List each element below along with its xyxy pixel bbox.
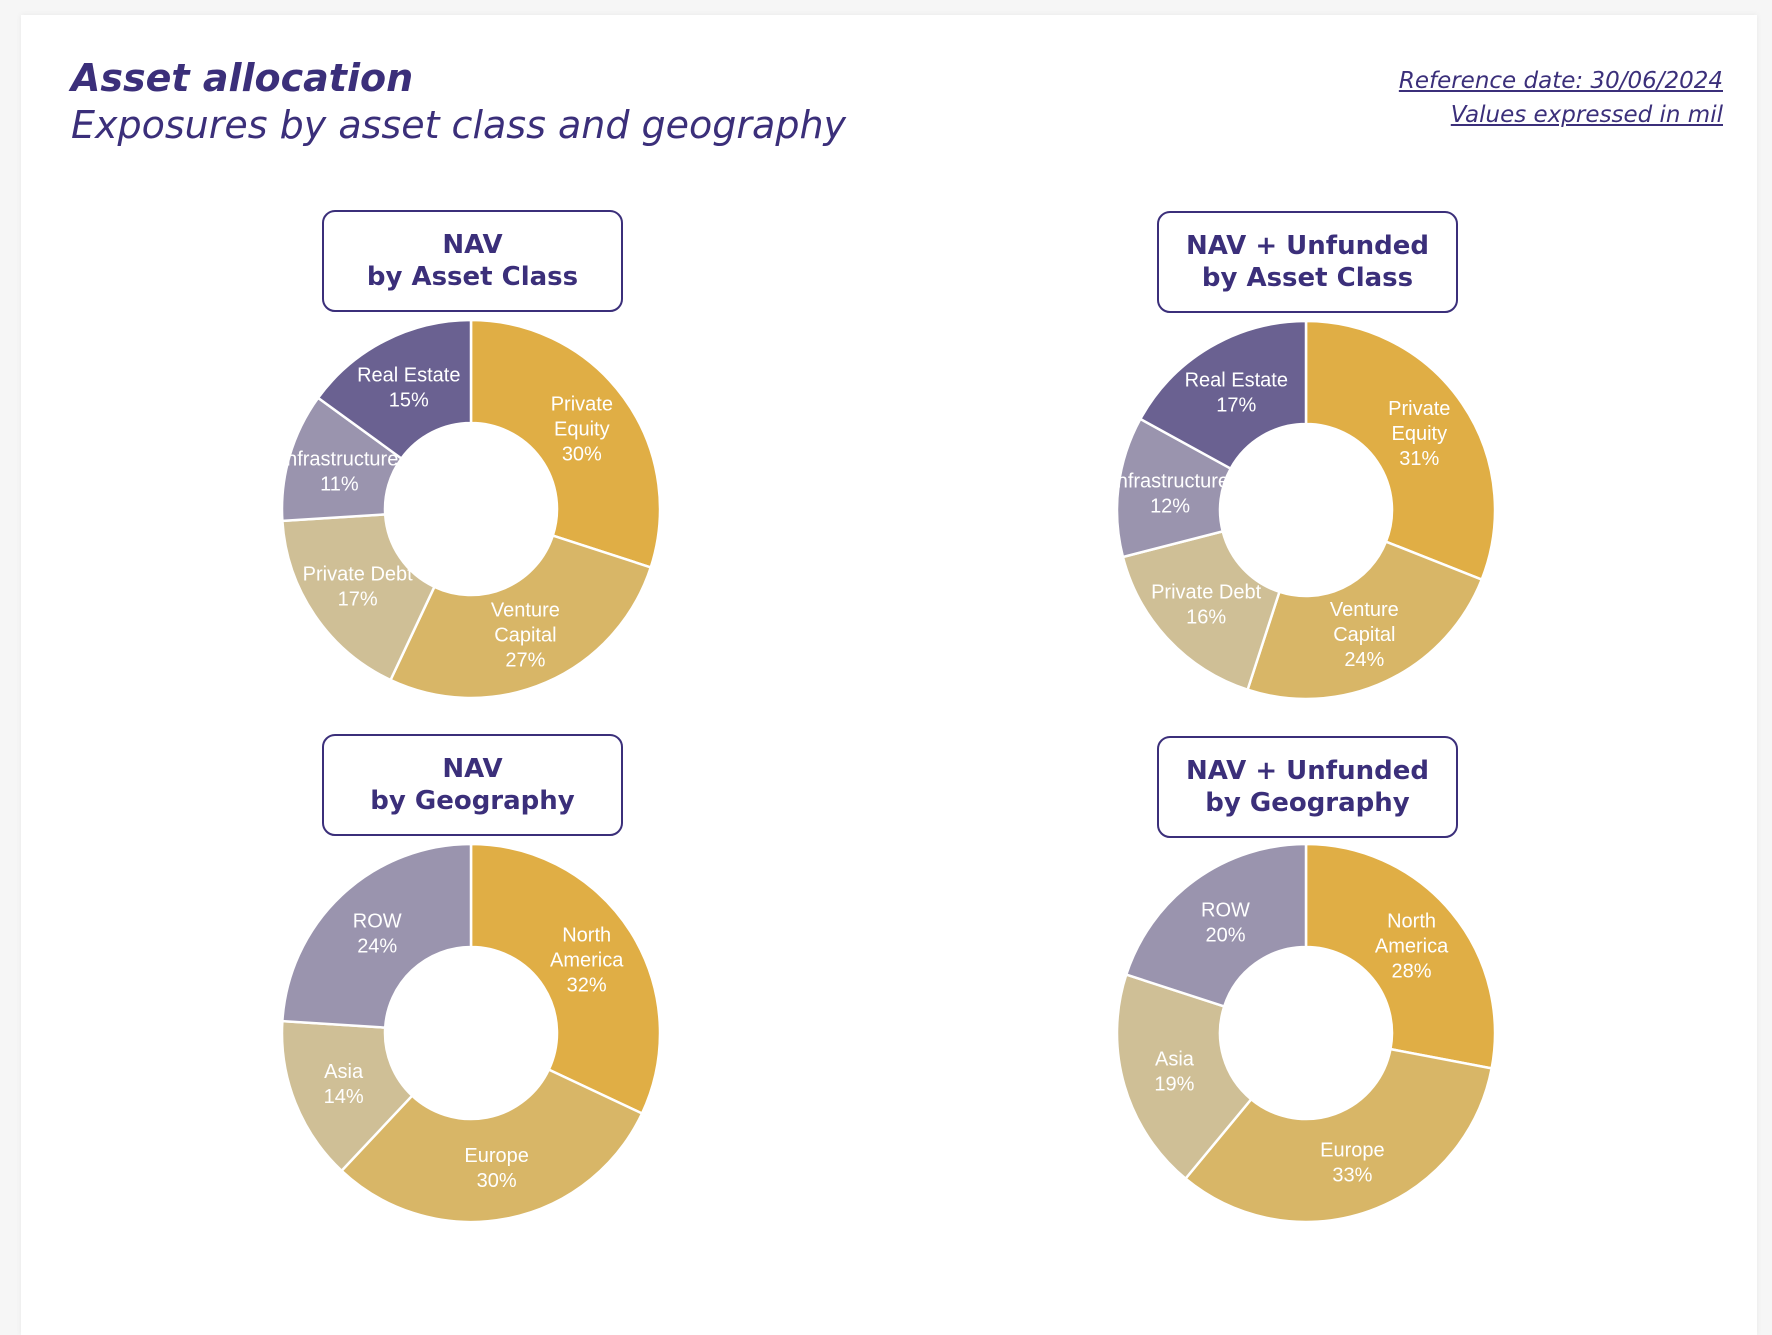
data-label-asia: Asia 19%: [1154, 1049, 1194, 1096]
slice-real-estate[interactable]: [1138, 319, 1308, 471]
data-label-private-debt: Private Debt 17%: [303, 564, 413, 611]
data-label-value: 28%: [1392, 961, 1432, 983]
data-label-category: Real Estate: [357, 364, 460, 386]
units-note-link[interactable]: Values expressed in mil: [1450, 102, 1723, 128]
data-label-venture-capital: Venture Capital 24%: [1330, 599, 1399, 671]
chart-title-line1: NAV: [442, 230, 503, 260]
data-label-value: 11%: [320, 473, 359, 495]
data-label-value: 20%: [1205, 925, 1245, 947]
chart-title-nav-geography: NAV by Geography: [322, 734, 623, 836]
slice-europe[interactable]: [339, 1067, 644, 1224]
slice-north-america[interactable]: [1304, 842, 1497, 1070]
data-label-category: America: [550, 950, 624, 972]
data-label-private-equity: Private Equity 31%: [1388, 398, 1450, 470]
data-label-venture-capital: Venture Capital 27%: [491, 600, 560, 672]
data-label-category: North: [562, 925, 611, 947]
page-title: Asset allocation: [71, 56, 414, 100]
data-label-value: 27%: [505, 650, 545, 672]
reference-date-link[interactable]: Reference date: 30/06/2024: [1398, 68, 1723, 94]
data-label-europe: Europe 33%: [1320, 1139, 1385, 1186]
data-label-category: Capital: [494, 625, 556, 647]
data-label-category: Equity: [1392, 423, 1448, 445]
data-label-value: 16%: [1186, 606, 1226, 628]
donut-chart-3: North America 32% Europe 30% Asia 14% ROW 24%: [280, 842, 662, 1224]
data-label-category: ROW: [1201, 900, 1250, 922]
slice-real-estate[interactable]: [316, 318, 473, 461]
chart-title-line2: by Asset Class: [366, 262, 579, 292]
slice-europe[interactable]: [1183, 1047, 1494, 1224]
chart-title-line2: by Asset Class: [1201, 263, 1414, 293]
data-label-category: America: [1375, 936, 1449, 958]
data-label-category: Private: [551, 393, 613, 415]
chart-title-line1: NAV + Unfunded: [1186, 231, 1429, 261]
data-label-category: North: [1387, 911, 1436, 933]
chart-title-nav-unfunded-asset-class: NAV + Unfunded by Asset Class: [1157, 211, 1458, 313]
data-label-private-debt: Private Debt 16%: [1151, 581, 1261, 628]
data-label-category: ROW: [353, 911, 402, 933]
slice-private-debt[interactable]: [281, 513, 437, 682]
slice-private-equity[interactable]: [1304, 319, 1497, 582]
data-label-infrastructure: Infrastructure 12%: [1111, 470, 1229, 517]
data-label-category: Europe: [1320, 1139, 1385, 1161]
data-label-category: Real Estate: [1185, 370, 1288, 392]
data-label-category: Infrastructure: [281, 448, 399, 470]
data-label-category: Capital: [1333, 624, 1395, 646]
data-label-infrastructure: Infrastructure 11%: [281, 448, 399, 495]
data-label-value: 30%: [562, 443, 602, 465]
slice-venture-capital[interactable]: [1246, 540, 1484, 701]
data-label-category: Asia: [324, 1061, 364, 1083]
slice-private-equity[interactable]: [469, 318, 662, 569]
data-label-value: 15%: [389, 389, 429, 411]
data-label-value: 12%: [1150, 495, 1190, 517]
data-label-value: 14%: [324, 1086, 364, 1108]
data-label-value: 24%: [357, 936, 397, 958]
slice-asia[interactable]: [1115, 973, 1253, 1181]
donut-chart-2: Private Equity 31% Venture Capital 24% Private…: [1111, 319, 1497, 701]
data-label-category: Asia: [1155, 1049, 1195, 1071]
chart-title-line2: by Geography: [370, 786, 575, 816]
data-label-value: 31%: [1399, 448, 1439, 470]
data-label-value: 33%: [1332, 1164, 1372, 1186]
data-label-value: 32%: [567, 975, 607, 997]
data-label-europe: Europe 30%: [464, 1145, 529, 1192]
data-label-real-estate: Real Estate 15%: [357, 364, 460, 411]
chart-title-line1: NAV + Unfunded: [1186, 756, 1429, 786]
data-label-category: Equity: [554, 418, 610, 440]
data-label-north-america: North America 28%: [1375, 911, 1449, 983]
chart-title-line1: NAV: [442, 754, 503, 784]
slice-private-debt[interactable]: [1121, 529, 1281, 692]
data-label-row: ROW 24%: [353, 911, 402, 958]
slice-row[interactable]: [281, 842, 473, 1029]
data-label-row: ROW 20%: [1201, 900, 1250, 947]
data-label-real-estate: Real Estate 17%: [1185, 370, 1288, 417]
data-label-value: 17%: [338, 589, 378, 611]
page-subtitle: Exposures by asset class and geography: [71, 103, 847, 147]
slice-north-america[interactable]: [469, 842, 662, 1116]
data-label-value: 30%: [477, 1170, 517, 1192]
slice-venture-capital[interactable]: [388, 534, 653, 700]
data-label-category: Europe: [464, 1145, 529, 1167]
data-label-category: Private: [1388, 398, 1450, 420]
slice-row[interactable]: [1124, 842, 1308, 1008]
chart-title-nav-asset-class: NAV by Asset Class: [322, 210, 623, 312]
slice-asia[interactable]: [280, 1019, 414, 1173]
data-label-category: Infrastructure: [1111, 470, 1229, 492]
data-label-category: Private Debt: [1151, 581, 1261, 603]
data-label-category: Private Debt: [303, 564, 413, 586]
data-label-value: 19%: [1154, 1074, 1194, 1096]
data-label-value: 24%: [1344, 649, 1384, 671]
chart-title-line2: by Geography: [1205, 788, 1410, 818]
data-label-north-america: North America 32%: [550, 925, 624, 997]
donut-chart-1: Private Equity 30% Venture Capital 27% Private…: [280, 318, 662, 700]
data-label-asia: Asia 14%: [324, 1061, 364, 1108]
data-label-private-equity: Private Equity 30%: [551, 393, 613, 465]
data-label-category: Venture: [1330, 599, 1399, 621]
donut-chart-4: North America 28% Europe 33% Asia 19% ROW 20%: [1115, 842, 1497, 1224]
chart-title-nav-unfunded-geography: NAV + Unfunded by Geography: [1157, 736, 1458, 838]
data-label-value: 17%: [1216, 395, 1256, 417]
data-label-category: Venture: [491, 600, 560, 622]
